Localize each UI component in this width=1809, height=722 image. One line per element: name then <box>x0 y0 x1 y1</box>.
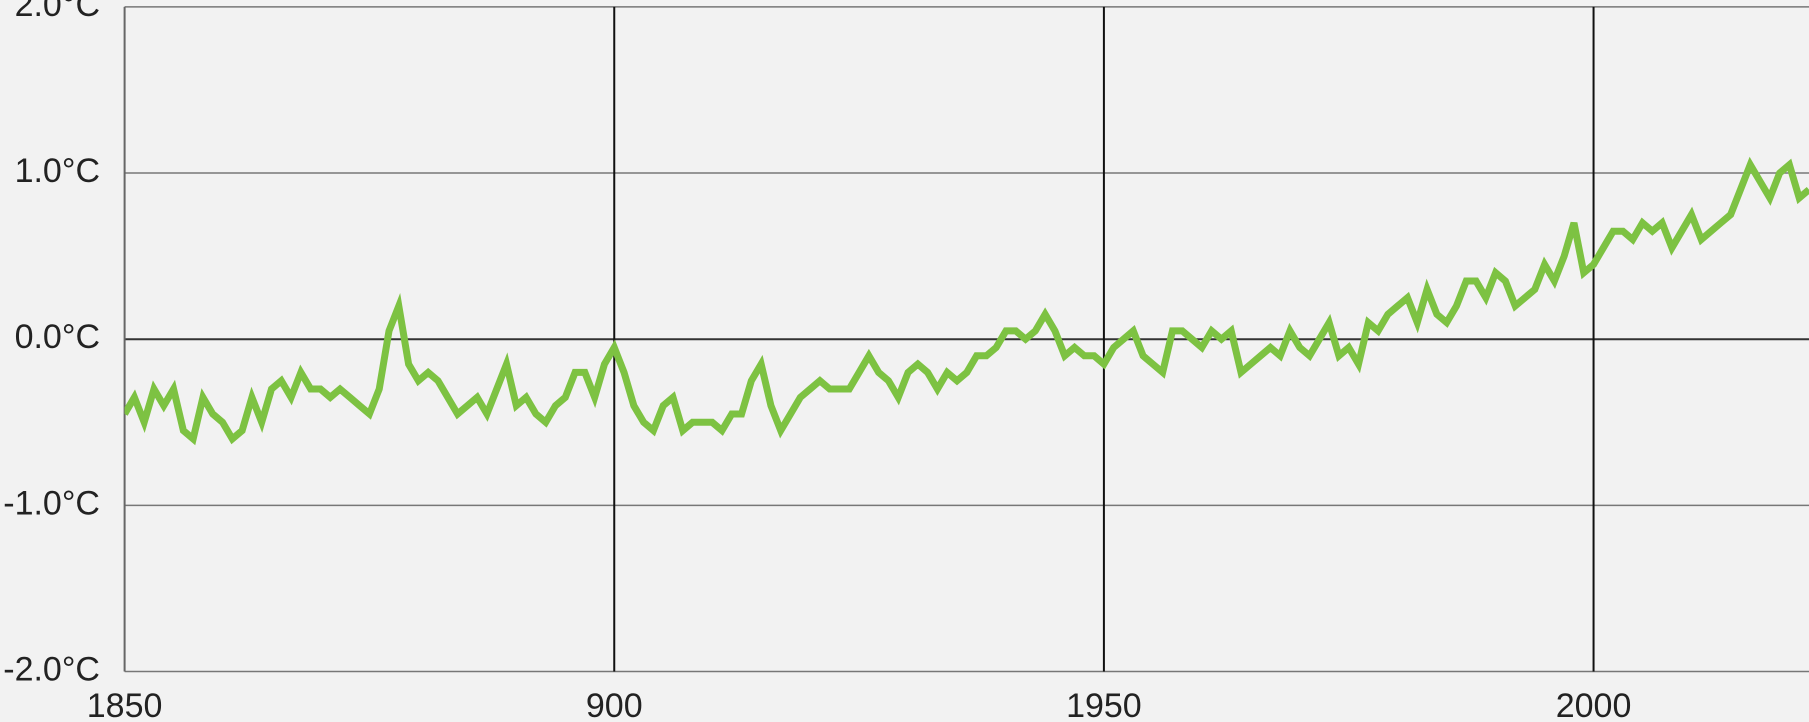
y-tick-label: 0.0°C <box>15 318 100 356</box>
y-tick-label: -2.0°C <box>3 650 100 688</box>
x-tick-label: 2000 <box>1556 687 1632 722</box>
x-tick-label: 1950 <box>1066 687 1142 722</box>
y-tick-label: 2.0°C <box>15 0 100 24</box>
y-tick-label: -1.0°C <box>3 484 100 522</box>
y-tick-label: 1.0°C <box>15 152 100 190</box>
x-tick-label: 900 <box>586 687 643 722</box>
x-tick-label: 1850 <box>87 687 163 722</box>
data-line <box>124 156 1809 446</box>
